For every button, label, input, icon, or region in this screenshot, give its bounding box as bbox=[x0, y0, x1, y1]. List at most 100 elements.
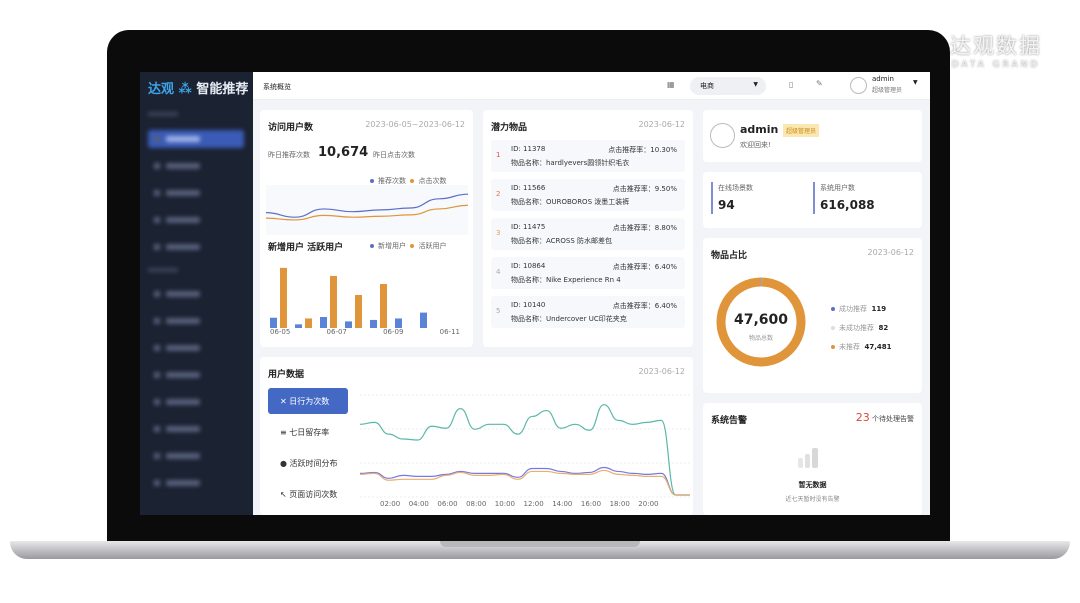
scenes-value: 94 bbox=[718, 198, 735, 212]
tab-retention[interactable]: ≡ 七日留存率 bbox=[280, 428, 330, 437]
profile-card: admin 超级管理员 欢迎回来! bbox=[703, 110, 922, 162]
series-rec bbox=[266, 193, 468, 218]
userdata-title: 用户数据 bbox=[268, 370, 305, 380]
item-name: 物品名称：OUROBOROS 泼墨工装裤 bbox=[511, 198, 630, 206]
user-menu-chevron-icon[interactable]: ▼ bbox=[913, 79, 918, 86]
bar-active-06-09 bbox=[380, 284, 387, 328]
users-x-axis: 06-05 06-07 06-09 06-11 bbox=[270, 328, 460, 336]
item-rate: 点击推荐率：6.40% bbox=[612, 302, 677, 310]
pen-icon[interactable]: ✎ bbox=[816, 79, 823, 88]
x-tick: 04:00 bbox=[408, 500, 429, 508]
share-total: 47,600 bbox=[733, 312, 789, 328]
bar-active-06-08 bbox=[355, 295, 362, 328]
chevron-down-icon: ▼ bbox=[753, 81, 758, 88]
x-tick: 18:00 bbox=[609, 500, 630, 508]
nodes-icon: ✕ bbox=[280, 397, 287, 406]
welcome-text: 欢迎回来! bbox=[740, 141, 771, 149]
x-tick: 06:00 bbox=[437, 500, 458, 508]
item-rate: 点击推荐率：8.80% bbox=[612, 224, 677, 232]
scene-select[interactable]: 电商 ▼ bbox=[690, 77, 766, 95]
users-title: 新增用户 活跃用户 bbox=[268, 243, 344, 253]
bar-new-06-09 bbox=[370, 319, 377, 328]
visits-legend: 推荐次数 点击次数 bbox=[370, 176, 446, 186]
rank: 3 bbox=[496, 229, 501, 237]
avatar[interactable] bbox=[850, 77, 867, 94]
bar-new-06-05 bbox=[270, 317, 277, 328]
bar-active-06-07 bbox=[330, 275, 337, 328]
sidebar-item[interactable] bbox=[148, 184, 244, 202]
users-count-label: 系统用户数 bbox=[820, 184, 855, 192]
profile-name: admin bbox=[740, 123, 779, 136]
document-icon[interactable]: ▯ bbox=[789, 80, 794, 89]
alerts-count[interactable]: 23 个待处理告警 bbox=[855, 411, 914, 424]
users-legend: 新增用户 活跃用户 bbox=[370, 241, 446, 251]
item-id: ID: 11566 bbox=[511, 184, 546, 192]
stats-card: 在线场景数 94 系统用户数 616,088 bbox=[703, 172, 922, 228]
x-tick: 16:00 bbox=[580, 500, 602, 508]
chart-bg bbox=[266, 185, 468, 235]
userdata-x-axis: 02:00 04:00 06:00 08:00 10:00 12:00 14:00 16:00… bbox=[360, 500, 690, 510]
share-title: 物品占比 bbox=[711, 251, 748, 261]
bar-new-06-08 bbox=[345, 321, 352, 328]
tab-page-visits[interactable]: ↖ 页面访问次数 bbox=[280, 490, 338, 499]
sidebar-item[interactable] bbox=[148, 339, 244, 357]
visits-date: 2023-06-05~2023-06-12 bbox=[365, 120, 465, 129]
sidebar-item[interactable] bbox=[148, 393, 244, 411]
sidebar-item[interactable] bbox=[148, 447, 244, 465]
rank: 4 bbox=[496, 268, 501, 276]
sidebar-item-active[interactable] bbox=[148, 130, 244, 148]
item-name: 物品名称：Undercover UC印花夹克 bbox=[511, 315, 627, 323]
stopwatch-icon: ● bbox=[280, 459, 287, 468]
sidebar-item[interactable] bbox=[148, 211, 244, 229]
item-rate: 点击推荐率：9.50% bbox=[612, 185, 677, 193]
bar-new-06-10 bbox=[395, 318, 402, 328]
potential-item[interactable]: 1 ID: 11378 点击推荐率：10.30% 物品名称：hardlyever… bbox=[491, 140, 685, 172]
rank: 1 bbox=[496, 151, 501, 159]
item-rate: 点击推荐率：10.30% bbox=[608, 146, 677, 154]
empty-title: 暂无数据 bbox=[798, 481, 827, 489]
visits-line-chart bbox=[266, 185, 468, 235]
item-id: ID: 10864 bbox=[511, 262, 546, 270]
sidebar-item[interactable] bbox=[148, 285, 244, 303]
laptop-notch bbox=[440, 541, 640, 547]
potential-items-card: 潜力物品 2023-06-12 1 ID: 11378 点击推荐率：10.30%… bbox=[483, 110, 693, 347]
tab-active-time[interactable]: ● 活跃时间分布 bbox=[280, 459, 338, 468]
sidebar-item[interactable] bbox=[148, 157, 244, 175]
series-click bbox=[266, 204, 468, 221]
share-donut-chart bbox=[716, 277, 806, 367]
x-tick: 14:00 bbox=[552, 500, 573, 508]
item-name: 物品名称：Nike Experience Rn 4 bbox=[511, 276, 621, 284]
bar-new-06-11 bbox=[420, 312, 427, 328]
item-share-card: 物品占比 2023-06-12 47,600 物品总数 成功推荐 119 未成功… bbox=[703, 238, 922, 393]
visits-card: 访问用户数 2023-06-05~2023-06-12 昨日推荐次数 10,67… bbox=[260, 110, 473, 347]
header-role: 超级管理员 bbox=[872, 87, 903, 94]
sidebar-item[interactable] bbox=[148, 238, 244, 256]
tab-daily-actions[interactable]: ✕ 日行为次数 bbox=[268, 388, 348, 414]
empty-chart-icon bbox=[798, 448, 824, 468]
share-date: 2023-06-12 bbox=[867, 248, 915, 257]
click-label: 昨日点击次数 bbox=[373, 151, 415, 159]
header-username: admin bbox=[872, 75, 894, 83]
empty-subtitle: 近七天暂时没有告警 bbox=[785, 496, 840, 503]
visits-title: 访问用户数 bbox=[268, 123, 314, 133]
grid-icon[interactable]: ▦ bbox=[667, 80, 675, 89]
x-tick: 20:00 bbox=[638, 500, 659, 508]
sidebar-item[interactable] bbox=[148, 366, 244, 384]
bar-active-06-05 bbox=[280, 267, 287, 328]
sidebar-item[interactable] bbox=[148, 312, 244, 330]
potential-item[interactable]: 2 ID: 11566 点击推荐率：9.50% 物品名称：OUROBOROS 泼… bbox=[491, 179, 685, 211]
user-data-card: 用户数据 2023-06-12 ✕ 日行为次数 ≡ 七日留存率 ● 活跃时间分布… bbox=[260, 357, 693, 515]
potential-item[interactable]: 5 ID: 10140 点击推荐率：6.40% 物品名称：Undercover … bbox=[491, 296, 685, 328]
series-blue bbox=[360, 466, 690, 496]
donut-slice-未推荐 bbox=[716, 277, 806, 367]
path-icon: ↖ bbox=[280, 490, 287, 499]
potential-item[interactable]: 4 ID: 10864 点击推荐率：6.40% 物品名称：Nike Experi… bbox=[491, 257, 685, 289]
alerts-title: 系统告警 bbox=[711, 416, 748, 426]
item-name: 物品名称：hardlyevers圆领针织毛衣 bbox=[511, 159, 630, 167]
app-logo: 达观 ⁂ 智能推荐 bbox=[148, 82, 249, 97]
sidebar-item[interactable] bbox=[148, 474, 244, 492]
sidebar-item[interactable] bbox=[148, 420, 244, 438]
share-legend: 成功推荐 119 未成功推荐 82 未推荐 47,481 bbox=[831, 300, 891, 357]
potential-item[interactable]: 3 ID: 11475 点击推荐率：8.80% 物品名称：ACROSS 防水邮差… bbox=[491, 218, 685, 250]
main-content: 访问用户数 2023-06-05~2023-06-12 昨日推荐次数 10,67… bbox=[253, 100, 930, 515]
